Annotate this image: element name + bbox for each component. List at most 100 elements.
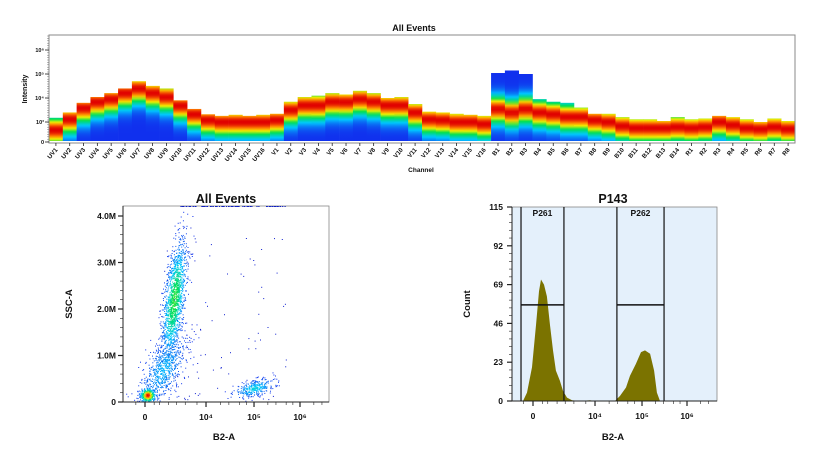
scatter-point	[154, 390, 156, 392]
spectrum-column-b3	[518, 74, 533, 141]
scatter-plot[interactable]: All Events 01.0M2.0M3.0M4.0M0 10⁴ 10⁵ 10⁶ S…	[64, 192, 330, 443]
scatter-point	[156, 387, 158, 389]
scatter-point	[182, 251, 184, 253]
scatter-point	[174, 321, 176, 323]
scatter-point	[168, 329, 170, 331]
scatter-point	[258, 393, 260, 395]
scatter-point	[167, 291, 169, 293]
scatter-point	[183, 303, 185, 305]
scatter-point	[252, 388, 254, 390]
scatter-point	[154, 369, 155, 370]
scatter-point	[179, 238, 181, 240]
scatter-point	[171, 362, 173, 364]
scatter-point	[159, 395, 161, 397]
scatter-point	[175, 376, 176, 378]
spectrum-column-uv5	[104, 93, 119, 141]
scatter-point	[175, 312, 176, 314]
scatter-point	[260, 390, 262, 392]
scatter-point	[156, 395, 157, 397]
scatter-point	[178, 309, 180, 310]
scatter-point	[161, 346, 163, 348]
scatter-point	[165, 295, 167, 297]
scatter-point	[177, 308, 179, 310]
scatter-point	[159, 337, 161, 339]
scatter-point	[259, 388, 260, 390]
scatter-point	[240, 388, 242, 390]
scatter-plot-area[interactable]	[122, 205, 330, 403]
scatter-point	[181, 252, 183, 254]
scatter-point	[157, 347, 159, 349]
scatter-point	[167, 327, 169, 329]
scatter-point	[164, 324, 166, 326]
scatter-point	[176, 368, 178, 369]
scatter-point	[182, 237, 184, 239]
scatter-point	[191, 328, 193, 330]
scatter-point	[181, 260, 183, 262]
scatter-point	[180, 268, 181, 270]
scatter-point	[186, 261, 188, 263]
scatter-point	[168, 318, 170, 319]
scatter-point	[143, 391, 145, 393]
scatter-point	[242, 389, 244, 391]
scatter-point	[180, 264, 182, 266]
scatter-point	[174, 365, 176, 367]
scatter-point	[177, 302, 179, 304]
gate-p261[interactable]: P261	[520, 207, 565, 401]
scatter-point	[182, 249, 184, 251]
gate-p262[interactable]: P262	[616, 207, 665, 401]
scatter-point	[178, 252, 180, 254]
scatter-point	[154, 394, 156, 396]
scatter-point	[155, 368, 157, 370]
scatter-point	[167, 302, 169, 304]
scatter-point	[171, 286, 173, 288]
scatter-point	[165, 387, 167, 389]
scatter-point	[177, 279, 179, 281]
scatter-point	[158, 380, 159, 382]
scatter-point	[157, 372, 159, 374]
scatter-point	[146, 397, 148, 399]
scatter-point	[168, 296, 170, 298]
scatter-point	[186, 228, 187, 230]
scatter-point	[167, 281, 169, 283]
scatter-point	[231, 391, 233, 393]
scatter-point	[173, 237, 175, 239]
scatter-point	[163, 357, 165, 359]
scatter-point	[152, 392, 153, 394]
scatter-point	[183, 376, 185, 378]
scatter-point	[144, 398, 146, 400]
scatter-point	[172, 357, 174, 359]
scatter-point	[251, 394, 252, 395]
scatter-point	[173, 322, 175, 324]
scatter-point	[181, 253, 182, 255]
scatter-point	[168, 309, 170, 311]
scatter-point	[177, 376, 179, 378]
scatter-point	[261, 393, 263, 395]
scatter-point	[176, 295, 178, 297]
scatter-point	[282, 206, 284, 207]
scatter-point	[173, 378, 175, 380]
scatter-point	[147, 379, 149, 381]
scatter-point	[178, 308, 180, 309]
scatter-point	[174, 323, 176, 325]
scatter-point	[169, 346, 171, 348]
scatter-point	[269, 392, 271, 394]
scatter-point	[157, 353, 159, 354]
scatter-point	[176, 327, 178, 329]
scatter-point	[271, 380, 273, 382]
spectrum-channel-label: V2	[284, 146, 295, 157]
scatter-point	[166, 250, 168, 252]
scatter-point	[163, 379, 164, 380]
scatter-point	[177, 373, 179, 375]
scatter-point	[173, 319, 175, 321]
scatter-point	[255, 384, 257, 386]
scatter-point	[269, 206, 271, 207]
spectrum-column-r6	[753, 122, 768, 141]
scatter-point	[162, 292, 164, 294]
scatter-point	[180, 293, 182, 295]
scatter-point	[160, 335, 162, 337]
scatter-point	[248, 391, 250, 393]
scatter-point	[245, 400, 247, 402]
scatter-point	[257, 390, 259, 392]
scatter-point	[238, 386, 240, 388]
